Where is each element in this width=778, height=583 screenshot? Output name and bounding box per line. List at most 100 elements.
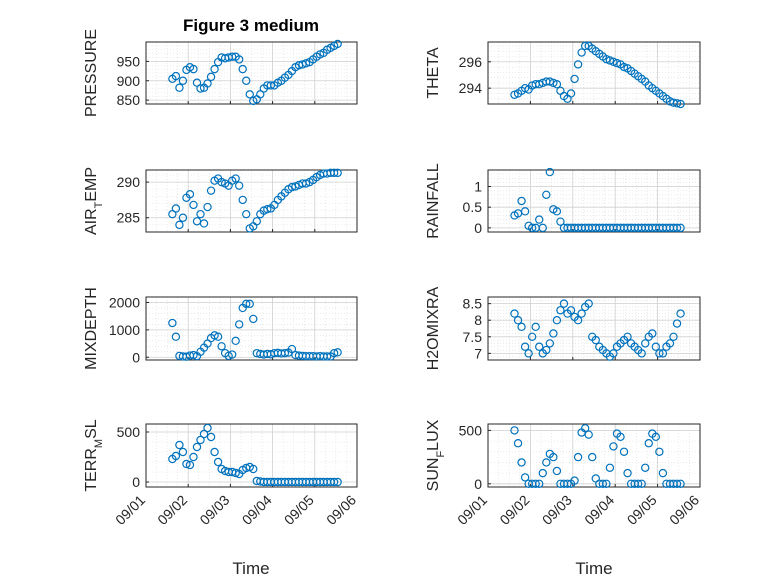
data-point — [333, 168, 342, 178]
data-point — [513, 439, 523, 448]
data-point — [658, 349, 668, 358]
data-point — [189, 64, 198, 74]
data-point — [577, 309, 586, 318]
data-point — [623, 332, 632, 341]
data-point — [580, 424, 590, 433]
data-point — [573, 60, 583, 69]
x-tick-label: 09/06 — [666, 492, 702, 528]
data-point — [623, 468, 632, 478]
y-tick-label: 500 — [117, 424, 141, 440]
data-point — [210, 447, 219, 457]
data-point — [605, 463, 615, 472]
data-point — [641, 463, 650, 472]
y-tick-label: 290 — [117, 174, 141, 190]
data-point — [619, 447, 629, 456]
x-tick-label: 09/03 — [539, 492, 575, 528]
data-point — [168, 318, 177, 328]
data-point — [669, 332, 678, 341]
data-point — [633, 479, 643, 488]
data-point — [510, 90, 519, 99]
x-axis-label-left: Time — [232, 559, 269, 578]
data-point — [287, 344, 297, 354]
data-point — [672, 99, 682, 108]
data-point — [609, 57, 618, 66]
data-point — [171, 204, 181, 213]
data-point — [527, 332, 537, 341]
data-point — [206, 432, 216, 442]
data-point — [616, 432, 625, 442]
data-point — [196, 209, 205, 219]
data-point — [641, 339, 650, 348]
data-point — [602, 479, 611, 488]
data-point — [609, 442, 618, 451]
axes-box — [145, 296, 358, 361]
data-point — [329, 348, 339, 358]
y-tick-label: 1 — [474, 179, 482, 195]
data-point — [556, 306, 565, 315]
data-point — [658, 468, 668, 478]
subplot-theta: 294 296 THETA — [425, 41, 701, 109]
y-axis-label: MIXDEPTH — [83, 287, 100, 370]
data-point — [584, 299, 593, 308]
y-tick-label: 2000 — [109, 294, 140, 310]
y-tick-label: 500 — [459, 422, 483, 438]
subplot-terr-msl: 0 500 09/01 09/02 09/03 09/04 09/05 09/06 TERRMS… — [83, 419, 359, 528]
data-point — [535, 479, 544, 488]
data-point — [192, 442, 202, 452]
data-point — [517, 458, 526, 467]
data-point — [234, 320, 244, 329]
y-tick-label: 1000 — [109, 322, 140, 338]
data-point — [676, 223, 685, 233]
x-tick-label: 09/03 — [196, 492, 232, 528]
data-point — [655, 349, 664, 358]
y-axis-label: SUNFLUX — [425, 419, 447, 491]
data-point — [520, 342, 530, 351]
data-point — [676, 99, 685, 109]
data-point — [249, 464, 258, 474]
data-point — [199, 219, 209, 228]
data-point — [231, 336, 240, 346]
data-point — [249, 314, 258, 324]
x-tick-label: 09/02 — [154, 492, 190, 528]
subplot-air-temp: 285 290 AIRTEMP — [83, 167, 358, 235]
y-axis-label: H2OMIXRA — [425, 286, 442, 370]
data-point — [538, 468, 547, 478]
data-point — [203, 79, 212, 88]
data-point — [513, 316, 523, 325]
data-point — [580, 41, 590, 51]
x-tick-label: 09/01 — [112, 492, 148, 528]
axes-box — [487, 41, 701, 105]
data-point — [535, 215, 544, 224]
y-tick-label: 296 — [459, 54, 483, 70]
data-point — [182, 459, 191, 469]
data-point — [231, 468, 240, 478]
y-tick-label: 0 — [132, 349, 140, 365]
y-axis-label: THETA — [425, 47, 442, 99]
data-point — [676, 479, 685, 488]
data-point — [189, 350, 198, 360]
data-point — [178, 76, 188, 85]
data-point — [566, 306, 576, 315]
data-point — [619, 62, 629, 72]
data-point — [206, 72, 216, 82]
data-point — [644, 439, 653, 448]
data-point — [542, 190, 551, 199]
y-tick-label: 0 — [474, 476, 482, 492]
data-point — [196, 84, 205, 93]
data-point — [234, 181, 244, 190]
data-point — [178, 447, 188, 457]
y-tick-label: 294 — [459, 80, 483, 96]
data-point — [535, 342, 544, 351]
data-point — [238, 195, 247, 205]
axes-box — [145, 423, 358, 488]
data-point — [598, 479, 608, 488]
data-point — [545, 77, 555, 86]
data-point — [217, 342, 226, 351]
data-point — [552, 466, 562, 476]
y-tick-label: 850 — [117, 92, 141, 108]
data-point — [196, 435, 205, 445]
y-axis-label: AIRTEMP — [83, 167, 105, 235]
data-point — [322, 352, 332, 361]
data-point — [651, 342, 661, 351]
